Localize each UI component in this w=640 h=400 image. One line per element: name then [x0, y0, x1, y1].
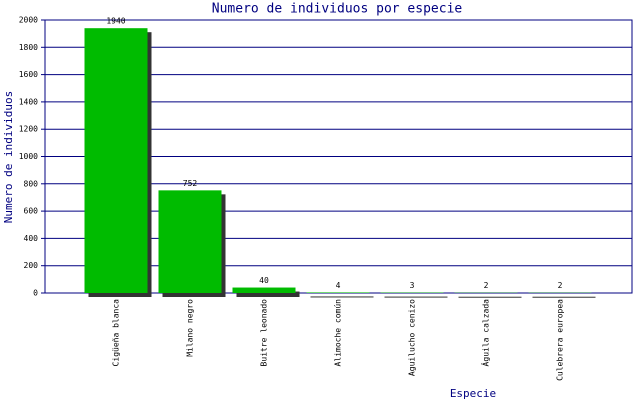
y-tick-label: 1200 — [19, 125, 38, 134]
value-label: 2 — [484, 281, 489, 290]
y-tick-label: 200 — [24, 261, 39, 270]
bar — [84, 28, 148, 293]
y-tick-label: 400 — [24, 234, 39, 243]
x-tick-label: Cigüeña blanca — [112, 299, 121, 367]
value-label: 752 — [183, 179, 198, 188]
y-tick-label: 1600 — [19, 70, 38, 79]
value-label: 1940 — [106, 17, 125, 26]
bar-shadow — [458, 296, 522, 298]
bar-shadow — [384, 296, 448, 298]
value-label: 40 — [259, 276, 269, 285]
x-tick-label: Águila calzada — [480, 299, 491, 367]
y-tick-label: 0 — [33, 289, 38, 298]
value-label: 4 — [336, 281, 341, 290]
bar — [158, 190, 222, 293]
y-tick-label: 800 — [24, 179, 39, 188]
y-tick-label: 2000 — [19, 16, 38, 25]
bar-shadow — [532, 296, 596, 298]
x-tick-label: Milano negro — [186, 299, 195, 357]
value-label: 3 — [410, 281, 415, 290]
y-tick-label: 600 — [24, 207, 39, 216]
x-tick-label: Culebrera europea — [556, 299, 565, 381]
bar-shadow — [236, 291, 300, 297]
y-axis-label: Numero de individuos — [2, 91, 15, 223]
x-axis-label: Especie — [450, 387, 496, 400]
x-tick-label: Buitre leonado — [260, 299, 269, 367]
x-tick-label: Alimoche común — [334, 299, 343, 367]
y-tick-label: 1400 — [19, 97, 38, 106]
bar-shadow — [310, 296, 374, 298]
bar — [232, 287, 296, 293]
x-tick-label: Aguilucho cenizo — [408, 299, 417, 376]
chart-title: Numero de individuos por especie — [212, 2, 463, 17]
y-tick-label: 1800 — [19, 43, 38, 52]
bar — [306, 292, 370, 293]
y-tick-label: 1000 — [19, 152, 38, 161]
value-label: 2 — [558, 281, 563, 290]
